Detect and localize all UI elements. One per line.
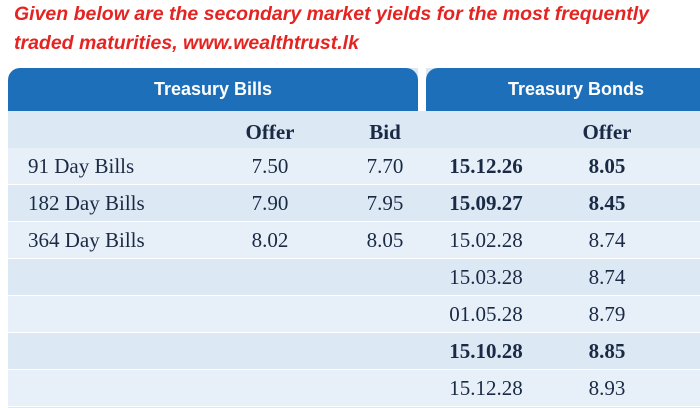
bill-bid: 8.05 bbox=[366, 228, 404, 252]
bond-offer: 8.45 bbox=[588, 191, 626, 215]
bond-maturity: 15.12.28 bbox=[449, 376, 523, 400]
bill-offer: 7.90 bbox=[251, 191, 289, 215]
bond-offer: 8.85 bbox=[588, 339, 626, 363]
bill-name: 364 Day Bills bbox=[28, 228, 145, 252]
caption: Given below are the secondary market yie… bbox=[14, 0, 700, 58]
bond-maturity: 01.05.28 bbox=[449, 302, 523, 326]
bond-maturity: 15.12.26 bbox=[449, 154, 523, 178]
treasury-bonds-header: Treasury Bonds bbox=[426, 68, 700, 111]
table-row: 91 Day Bills 7.50 7.70 15.12.26 8.05 bbox=[8, 148, 700, 185]
table-row: 15.10.28 8.85 bbox=[8, 333, 700, 370]
bond-maturity: 15.03.28 bbox=[449, 265, 523, 289]
bill-bid: 7.70 bbox=[366, 154, 404, 178]
header-divider bbox=[418, 68, 426, 111]
bond-maturity: 15.02.28 bbox=[449, 228, 523, 252]
bond-offer: 8.74 bbox=[588, 228, 626, 252]
treasury-bills-header: Treasury Bills bbox=[8, 68, 418, 111]
bills-bid-column-header: Bid bbox=[369, 120, 401, 144]
yields-table-body: 91 Day Bills 7.50 7.70 15.12.26 8.05 182 Day … bbox=[8, 148, 700, 407]
table-row: 182 Day Bills 7.90 7.95 15.09.27 8.45 bbox=[8, 185, 700, 222]
table-row: 364 Day Bills 8.02 8.05 15.02.28 8.74 bbox=[8, 222, 700, 259]
bond-maturity: 15.09.27 bbox=[449, 191, 523, 215]
bills-offer-column-header: Offer bbox=[245, 120, 295, 144]
bond-offer: 8.93 bbox=[588, 376, 626, 400]
bond-maturity: 15.10.28 bbox=[449, 339, 523, 363]
bond-offer: 8.79 bbox=[588, 302, 626, 326]
bill-offer: 8.02 bbox=[251, 228, 289, 252]
bill-name: 91 Day Bills bbox=[28, 154, 135, 178]
caption-line-1: Given below are the secondary market yie… bbox=[14, 3, 650, 25]
table-row: 15.12.28 8.93 bbox=[8, 370, 700, 407]
bill-name: 182 Day Bills bbox=[28, 191, 145, 215]
table-row: 01.05.28 8.79 bbox=[8, 296, 700, 333]
bonds-offer-column-header: Offer bbox=[582, 120, 632, 144]
bond-offer: 8.05 bbox=[588, 154, 626, 178]
caption-line-2: traded maturities, www.wealthtrust.lk bbox=[14, 32, 359, 54]
bill-bid: 7.95 bbox=[366, 191, 404, 215]
bond-offer: 8.74 bbox=[588, 265, 626, 289]
bill-offer: 7.50 bbox=[251, 154, 289, 178]
table-row: 15.03.28 8.74 bbox=[8, 259, 700, 296]
